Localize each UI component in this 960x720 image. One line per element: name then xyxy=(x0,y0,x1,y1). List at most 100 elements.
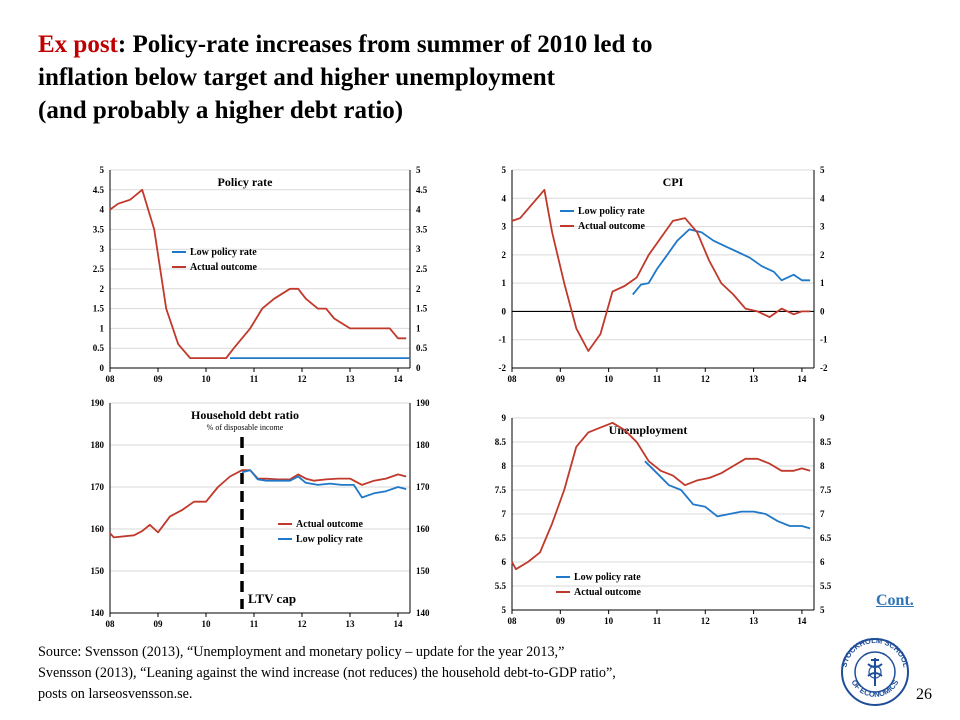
y-tick-label-left: 6.5 xyxy=(495,533,507,543)
y-tick-label-left: 4.5 xyxy=(93,185,105,195)
y-tick-label-left: 3.5 xyxy=(93,224,105,234)
y-tick-label-left: -2 xyxy=(499,363,507,373)
y-tick-label-left: 7.5 xyxy=(495,485,507,495)
y-tick-label-left: 160 xyxy=(91,524,105,534)
slide-title-line2: inflation below target and higher unempl… xyxy=(38,64,555,91)
y-tick-label-left: 3 xyxy=(100,244,105,254)
cpi-svg: -2 -2-1 -10 01 12 23 34 45 508 09 10 11 12 13 14CPILow… xyxy=(499,165,828,384)
y-tick-label-right: 4 xyxy=(820,193,825,203)
y-tick-label-right: 1 xyxy=(820,278,825,288)
y-tick-label-left: 5 xyxy=(100,165,105,175)
household-debt-svg: 140 140 150 150 160 160 170 170 180 180 190 190 08 09… xyxy=(91,398,431,629)
y-tick-label-right: 170 xyxy=(416,482,430,492)
unemployment-svg: 5 5 5.5 5.5 6 6 6.5 6.5 7 7 7.5 7.5 8 8 8.5 8.5 9 9 08 09 10… xyxy=(495,413,832,626)
y-tick-label-right: 1.5 xyxy=(416,304,428,314)
series-line-actual xyxy=(511,188,811,352)
x-tick-label: 12 xyxy=(298,374,308,384)
y-tick-label-right: 2.5 xyxy=(416,264,428,274)
source-note: Source: Svensson (2013), “Unemployment a… xyxy=(38,642,858,705)
y-tick-label-right: 4.5 xyxy=(416,185,428,195)
legend-label: Actual outcome xyxy=(190,262,257,273)
y-tick-label-right: 5 xyxy=(820,605,825,615)
chart-title: Policy rate xyxy=(218,175,274,189)
x-tick-label: 13 xyxy=(346,619,356,629)
x-tick-label: 12 xyxy=(701,374,711,384)
y-tick-label-left: 5 xyxy=(502,605,507,615)
y-tick-label-left: 6 xyxy=(502,557,507,567)
y-tick-label-right: 3.5 xyxy=(416,224,428,234)
policy-rate-chart: 0 0 0.5 0.5 1 1 1.5 1.5 2 2 2.5 2.5 3 3 3.5 3.5 4 4 4.5 4.5… xyxy=(80,160,440,385)
y-tick-label-right: 3 xyxy=(820,222,825,232)
x-tick-label: 09 xyxy=(556,374,566,384)
y-tick-label-left: 5 xyxy=(502,165,507,175)
y-tick-label-right: 5 xyxy=(416,165,421,175)
x-tick-label: 10 xyxy=(202,619,212,629)
y-tick-label-left: 0.5 xyxy=(93,343,105,353)
y-tick-label-left: 0 xyxy=(502,306,507,316)
y-tick-label-left: 3 xyxy=(502,222,507,232)
legend-label: Actual outcome xyxy=(296,519,363,530)
y-tick-label-left: 2 xyxy=(100,284,105,294)
legend-label: Actual outcome xyxy=(574,587,641,598)
page-number: 26 xyxy=(916,686,932,703)
y-tick-label-right: 150 xyxy=(416,566,430,576)
x-tick-label: 13 xyxy=(749,374,759,384)
y-tick-label-right: 0 xyxy=(820,306,825,316)
y-tick-label-right: 190 xyxy=(416,398,430,408)
series-line-low xyxy=(241,469,407,499)
y-tick-label-left: 2.5 xyxy=(93,264,105,274)
source-line-1: Source: Svensson (2013), “Unemployment a… xyxy=(38,644,565,660)
chart-subtitle: % of disposable income xyxy=(207,423,284,432)
y-tick-label-right: 2 xyxy=(820,250,825,260)
x-tick-label: 11 xyxy=(250,619,259,629)
policy-rate-svg: 0 00.5 0.51 11.5 1.52 22.5 2.53 33.5 3.54 44.5 4.5… xyxy=(93,165,428,384)
source-line-3: posts on larseosvensson.se. xyxy=(38,686,193,702)
series-line-actual xyxy=(109,188,407,360)
y-tick-label-right: 6.5 xyxy=(820,533,832,543)
x-tick-label: 08 xyxy=(508,374,518,384)
cpi-chart: -2 -2 -1 -1 0 0 1 1 2 2 3 3 4 4 5 5 08 09 10 11 12 13 14 CPI Low… xyxy=(478,160,840,385)
y-tick-label-right: 5 xyxy=(820,165,825,175)
y-tick-label-right: 180 xyxy=(416,440,430,450)
x-tick-label: 13 xyxy=(749,616,759,626)
y-tick-label-left: 190 xyxy=(91,398,105,408)
x-tick-label: 08 xyxy=(106,619,116,629)
y-tick-label-left: -1 xyxy=(499,335,507,345)
y-tick-label-left: 9 xyxy=(502,413,507,423)
x-tick-label: 10 xyxy=(604,374,614,384)
y-tick-label-left: 180 xyxy=(91,440,105,450)
y-tick-label-right: 9 xyxy=(820,413,825,423)
x-tick-label: 09 xyxy=(556,616,566,626)
y-tick-label-left: 8.5 xyxy=(495,437,507,447)
legend-label: Low policy rate xyxy=(296,534,363,545)
y-tick-label-left: 150 xyxy=(91,566,105,576)
y-tick-label-right: 2 xyxy=(416,284,421,294)
slide-title-emphasis: Ex post xyxy=(38,31,118,58)
y-tick-label-right: 8 xyxy=(820,461,825,471)
y-tick-label-left: 1 xyxy=(502,278,507,288)
legend-label: Actual outcome xyxy=(578,221,645,232)
x-tick-label: 11 xyxy=(250,374,259,384)
x-tick-label: 14 xyxy=(797,374,807,384)
y-tick-label-right: -1 xyxy=(820,335,828,345)
y-tick-label-right: 0 xyxy=(416,363,421,373)
slide-title-line1: : Policy-rate increases from summer of 2… xyxy=(117,31,653,58)
y-tick-label-left: 0 xyxy=(100,363,105,373)
y-tick-label-left: 2 xyxy=(502,250,507,260)
y-tick-label-right: 140 xyxy=(416,608,430,618)
cont-link[interactable]: Cont. xyxy=(876,592,914,609)
y-tick-label-left: 1 xyxy=(100,323,105,333)
x-tick-label: 10 xyxy=(202,374,212,384)
stockholm-school-of-economics-seal-icon: STOCKHOLM SCHOOL OF ECONOMICS xyxy=(839,636,911,706)
legend-label: Low policy rate xyxy=(578,206,645,217)
legend-label: Low policy rate xyxy=(574,572,641,583)
y-tick-label-right: 160 xyxy=(416,524,430,534)
y-tick-label-right: 7 xyxy=(820,509,825,519)
y-tick-label-right: 6 xyxy=(820,557,825,567)
y-tick-label-left: 1.5 xyxy=(93,304,105,314)
y-tick-label-left: 5.5 xyxy=(495,581,507,591)
series-line-actual xyxy=(511,421,811,571)
y-tick-label-right: 8.5 xyxy=(820,437,832,447)
slide-title: Ex post: Policy-rate increases from summ… xyxy=(38,28,938,127)
x-tick-label: 08 xyxy=(508,616,518,626)
